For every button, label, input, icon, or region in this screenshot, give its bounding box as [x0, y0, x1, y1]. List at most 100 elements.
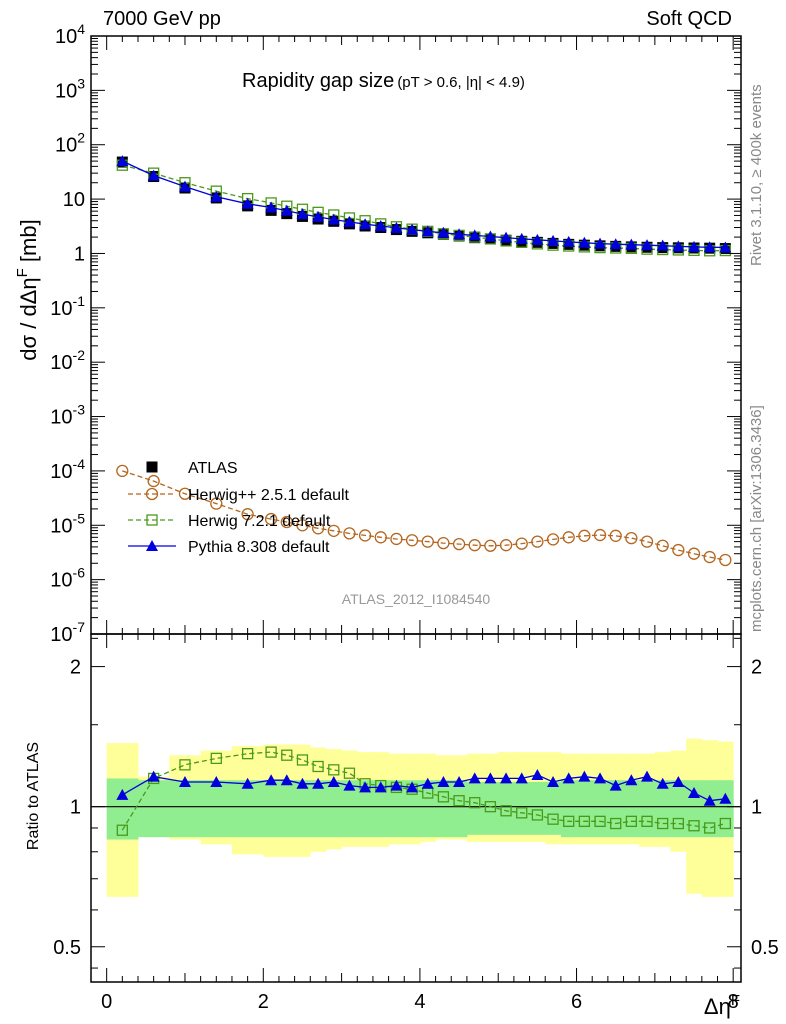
ratio-point [453, 795, 465, 807]
data-point [390, 532, 403, 546]
data-point [468, 539, 481, 552]
ratio-point [359, 781, 372, 793]
ratio-frame [90, 633, 742, 983]
ratio-point [703, 794, 716, 806]
chart-labels: Rapidity gap size (pT > 0.6, |η| < 4.9) AT… [14, 70, 740, 1019]
data-point [578, 236, 591, 248]
main-panel-curves [116, 155, 732, 567]
ratio-y-tick-label: 1 [70, 797, 81, 819]
ratio-point [468, 772, 481, 784]
ratio-point [343, 779, 356, 791]
ratio-point [594, 772, 607, 784]
ratio-point [562, 772, 575, 784]
x-axis-label: ΔηF [704, 992, 740, 1019]
data-point [609, 238, 622, 250]
axes-ticks: 10410310210110-110-210-310-410-510-610-7… [50, 21, 779, 1013]
data-point [641, 239, 654, 251]
ratio-point [515, 772, 528, 784]
legend-marker [145, 487, 159, 501]
data-point [687, 547, 701, 560]
ratio-y-tick-label-right: 1 [751, 797, 762, 819]
ratio-y-tick-label: 2 [70, 657, 81, 679]
inner-band-bin [372, 780, 390, 838]
legend-label: Herwig 7.2.1 default [188, 513, 331, 530]
data-point [437, 536, 450, 550]
ratio-point [179, 759, 191, 771]
ratio-point [241, 748, 254, 760]
ratio-point [406, 781, 419, 793]
inner-band-bin [498, 781, 515, 835]
legend-entry-0: ATLAS [146, 460, 238, 477]
data-point [719, 553, 732, 567]
x-tick-label: 8 [728, 991, 739, 1013]
data-point [452, 537, 466, 551]
data-point [468, 229, 481, 241]
inner-band-bin [169, 780, 202, 838]
series-3 [116, 155, 732, 253]
data-point [327, 213, 340, 225]
ratio-point [609, 779, 622, 791]
data-point [484, 230, 497, 242]
data-point [116, 464, 129, 478]
chart-title: Rapidity gap size (pT > 0.6, |η| < 4.9) [242, 70, 525, 92]
y-tick-label: 102 [55, 130, 85, 157]
ratio-point [390, 779, 403, 791]
data-point [265, 201, 278, 213]
data-point [374, 531, 387, 544]
legend-label: Herwig++ 2.5.1 default [188, 487, 350, 504]
inner-band-bin [278, 780, 296, 838]
data-point [264, 512, 278, 526]
ratio-series-1 [116, 768, 732, 806]
data-point [241, 197, 254, 209]
ratio-point [516, 807, 528, 819]
data-point [625, 531, 638, 545]
inner-band-bin [717, 780, 734, 838]
y-tick-label: 10-7 [50, 619, 85, 646]
legend-marker [146, 514, 158, 526]
ratio-point [453, 775, 466, 787]
data-point [374, 219, 387, 231]
ratio-point [625, 815, 638, 827]
ratio-point [531, 809, 544, 821]
data-point [703, 241, 716, 253]
data-point [546, 533, 560, 546]
ratio-point [281, 749, 293, 761]
ratio-uncertainty-bands [91, 738, 741, 897]
y-tick-label: 10-4 [50, 456, 85, 483]
data-point [421, 225, 434, 237]
inner-band-bin [435, 780, 452, 838]
data-point [312, 210, 325, 222]
ratio-point [374, 781, 387, 793]
data-point [515, 232, 528, 244]
ratio-point [116, 824, 128, 836]
ratio-point [280, 774, 293, 786]
inner-band-bin [560, 780, 578, 838]
y-tick-label: 10-1 [50, 293, 85, 320]
inner-band-bin [310, 780, 327, 838]
y-tick-label: 1 [74, 243, 85, 265]
ratio-point [672, 817, 684, 830]
inner-band-bin [639, 780, 656, 838]
data-point [547, 234, 560, 246]
ratio-point [641, 770, 654, 782]
data-point [405, 534, 419, 547]
data-point [343, 527, 356, 540]
ratio-point [563, 815, 575, 827]
ratio-point [688, 820, 700, 832]
data-point [210, 497, 223, 510]
ratio-point [578, 815, 591, 827]
inner-band-bin [388, 780, 405, 838]
y-axis-label: dσ / dΔηF [mb] [14, 219, 41, 360]
ratio-point [178, 775, 191, 787]
x-tick-label: 4 [414, 991, 425, 1013]
data-point [280, 204, 293, 216]
x-tick-label: 0 [101, 991, 112, 1013]
ratio-point [484, 772, 497, 784]
ratio-point [296, 754, 309, 766]
ratio-point [327, 775, 340, 787]
data-point [311, 522, 325, 535]
data-point [296, 208, 309, 220]
y-tick-label: 10-6 [50, 565, 85, 592]
legend-entry-2: Herwig 7.2.1 default [128, 513, 331, 530]
ratio-panel-curves [116, 746, 732, 836]
